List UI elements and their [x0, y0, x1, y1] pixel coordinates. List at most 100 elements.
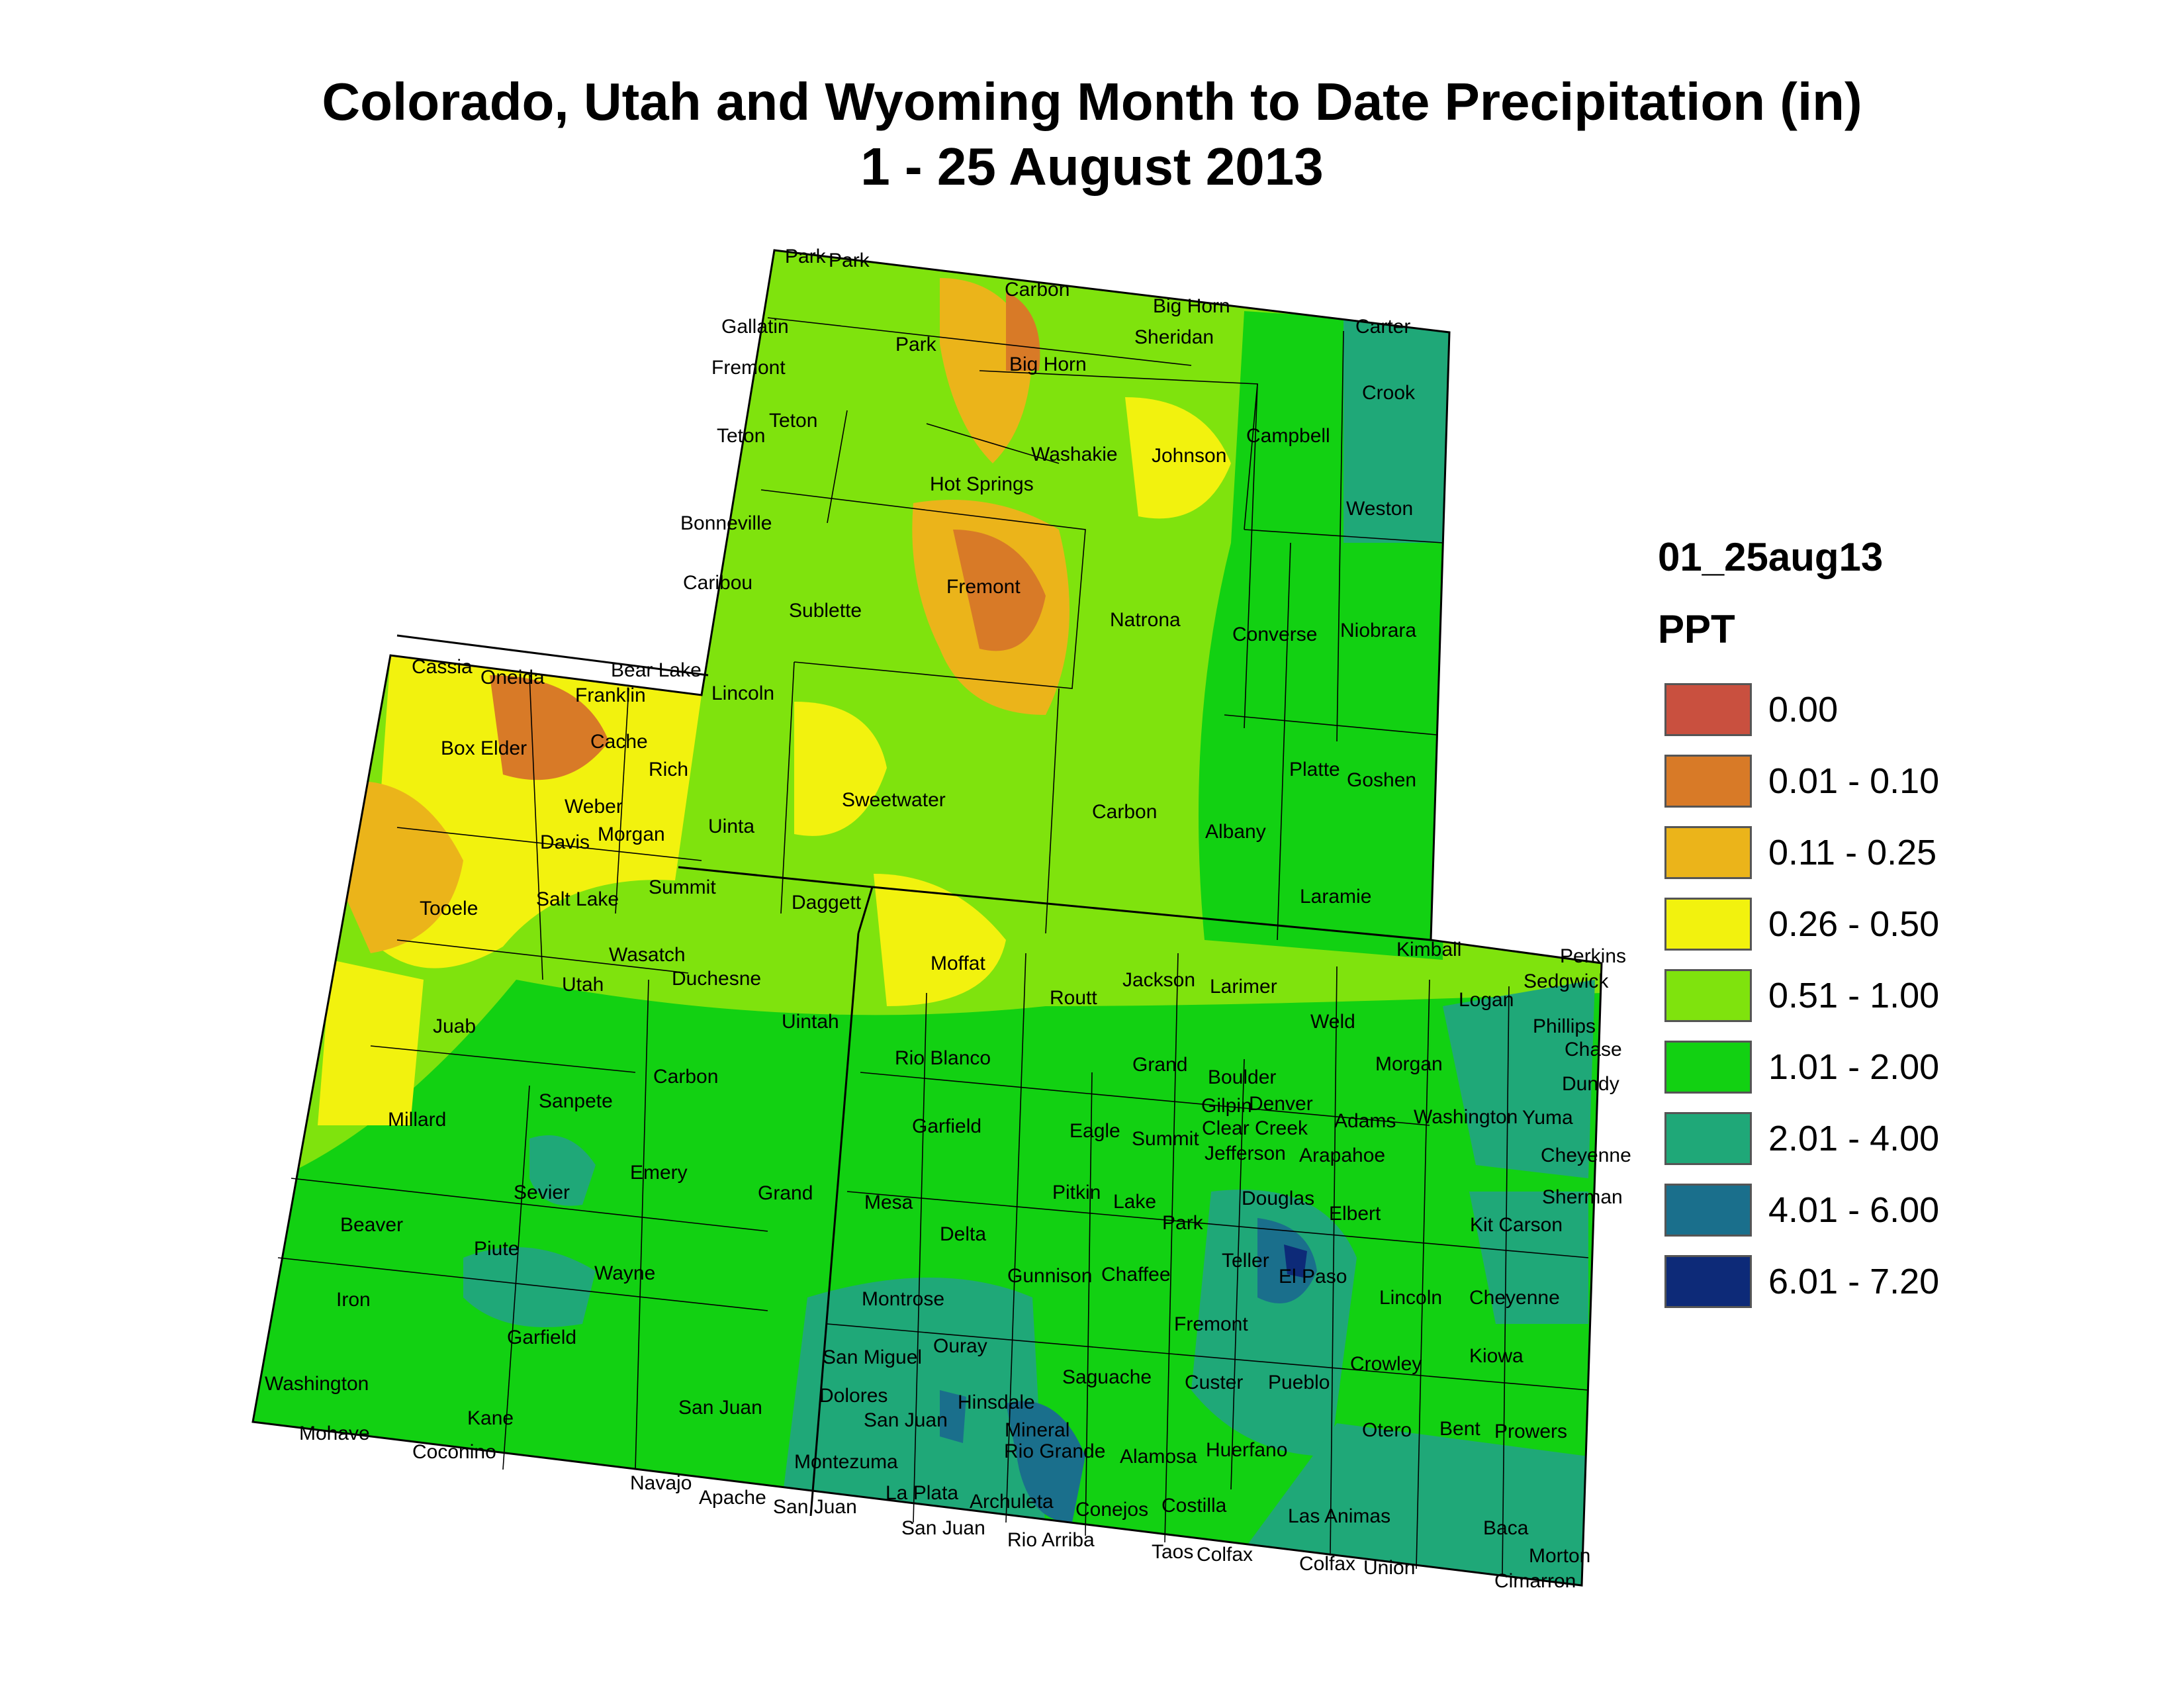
- county-label: Utah: [562, 974, 604, 996]
- county-lines: [277, 317, 1589, 1576]
- legend-item: 0.26 - 0.50: [1658, 892, 2121, 964]
- county-label: Box Elder: [441, 737, 527, 759]
- county-label: Morton: [1529, 1545, 1590, 1567]
- legend-item: 0.11 - 0.25: [1658, 821, 2121, 892]
- county-label: Carbon: [1092, 801, 1157, 823]
- county-label: Summit: [1132, 1128, 1199, 1150]
- raster-tooele: [344, 781, 463, 953]
- state-boundaries: [396, 634, 1432, 1517]
- county-label: Saguache: [1062, 1366, 1152, 1388]
- county-label: Wasatch: [609, 944, 686, 966]
- county-label: Davis: [540, 831, 590, 853]
- county-label: Kane: [467, 1407, 514, 1429]
- county-label: Larimer: [1210, 976, 1277, 998]
- co-wy-border: [872, 886, 1432, 941]
- county-label: Natrona: [1110, 609, 1181, 631]
- county-label: Logan: [1459, 989, 1514, 1011]
- county-label: Las Animas: [1288, 1505, 1390, 1527]
- raster-garfield-ut: [463, 1247, 596, 1327]
- county-label: Carbon: [653, 1066, 718, 1088]
- legend-swatch: [1664, 826, 1752, 879]
- raster-johnson: [1125, 397, 1231, 519]
- legend-field-name: PPT: [1658, 607, 1735, 651]
- county-label: Clear Creek: [1202, 1117, 1308, 1139]
- county-label: Colfax: [1299, 1553, 1355, 1575]
- county-label: Yuma: [1522, 1107, 1573, 1129]
- county-label: Morgan: [1375, 1053, 1443, 1075]
- county-label: Sedgwick: [1524, 970, 1609, 992]
- county-label: Mineral: [1005, 1419, 1069, 1441]
- county-label: Cheyenne: [1541, 1145, 1631, 1166]
- county-label: Cimarron: [1494, 1570, 1576, 1592]
- county-label: Morgan: [598, 823, 665, 845]
- county-label: Navajo: [630, 1472, 692, 1494]
- county-label: Baca: [1483, 1517, 1529, 1539]
- county-label: Elbert: [1329, 1203, 1381, 1225]
- county-label: Weld: [1310, 1011, 1355, 1033]
- county-label: Perkins: [1560, 945, 1626, 967]
- county-label: Fremont: [711, 357, 786, 379]
- county-label: Fremont: [1174, 1313, 1248, 1335]
- county-label: Iron: [336, 1289, 371, 1311]
- county-label: Big Horn: [1153, 295, 1230, 317]
- county-label: Taos: [1152, 1541, 1193, 1563]
- county-label: Boulder: [1208, 1066, 1276, 1088]
- county-label: Teller: [1222, 1250, 1269, 1272]
- raster-san-juan-wet: [940, 1390, 966, 1443]
- county-label: Emery: [630, 1162, 688, 1184]
- raster-el-paso-max: [1284, 1244, 1307, 1278]
- county-label: Cache: [590, 731, 648, 753]
- county-label: Salt Lake: [536, 888, 619, 910]
- raster-juab-millard: [318, 960, 424, 1125]
- county-label: Teton: [769, 410, 817, 432]
- legend-item: 4.01 - 6.00: [1658, 1178, 2121, 1250]
- county-label: Oneida: [480, 667, 545, 688]
- map-title-line2: 1 - 25 August 2013: [860, 137, 1324, 196]
- county-label: Jackson: [1122, 969, 1195, 991]
- county-label: Laramie: [1300, 886, 1371, 908]
- county-label: Duchesne: [672, 968, 761, 990]
- legend-swatch: [1664, 755, 1752, 808]
- county-label: Arapahoe: [1299, 1145, 1385, 1166]
- county-label: Washakie: [1031, 444, 1118, 465]
- county-label: Gallatin: [721, 316, 789, 338]
- county-label: San Juan: [773, 1496, 857, 1518]
- county-label: Conejos: [1075, 1499, 1148, 1521]
- county-label: San Miguel: [823, 1346, 922, 1368]
- county-label: Uintah: [782, 1011, 839, 1033]
- legend-item: 0.01 - 0.10: [1658, 749, 2121, 821]
- county-label: Rio Arriba: [1007, 1529, 1095, 1551]
- county-label: Rio Blanco: [895, 1047, 991, 1069]
- county-label: Denver: [1249, 1093, 1313, 1115]
- county-label: Sublette: [789, 600, 862, 622]
- county-label: Bear Lake: [611, 659, 702, 681]
- legend-swatch: [1664, 683, 1752, 736]
- county-label: Daggett: [792, 892, 862, 914]
- county-label: El Paso: [1279, 1266, 1347, 1288]
- raster-sweetwater: [794, 702, 887, 836]
- legend-swatch: [1664, 1112, 1752, 1165]
- county-label: Crook: [1362, 382, 1416, 404]
- county-label: Rio Grande: [1004, 1440, 1105, 1462]
- legend-swatch: [1664, 1041, 1752, 1094]
- county-label: Moffat: [931, 953, 985, 974]
- county-label: Teton: [717, 425, 765, 447]
- legend-swatch: [1664, 969, 1752, 1022]
- county-label: Garfield: [507, 1327, 576, 1348]
- county-label: Apache: [699, 1487, 766, 1509]
- county-label: Juab: [433, 1015, 476, 1037]
- county-label: Prowers: [1494, 1421, 1567, 1442]
- legend-label: 4.01 - 6.00: [1768, 1190, 1940, 1230]
- county-label: Costilla: [1161, 1495, 1227, 1517]
- county-label: Washington: [265, 1373, 369, 1395]
- raster-box-elder: [490, 675, 609, 780]
- county-label: Niobrara: [1340, 620, 1416, 641]
- legend-layer-name: 01_25aug13: [1658, 535, 1884, 579]
- county-label: Weber: [565, 796, 623, 818]
- county-label: Hot Springs: [930, 473, 1034, 495]
- county-label: Sherman: [1542, 1186, 1623, 1208]
- county-label: Phillips: [1533, 1015, 1596, 1037]
- county-labels: Park Park Carbon Big Horn Gallatin Fremo…: [265, 246, 1631, 1592]
- county-label: Grand: [758, 1182, 813, 1204]
- county-label: Chase: [1565, 1039, 1622, 1060]
